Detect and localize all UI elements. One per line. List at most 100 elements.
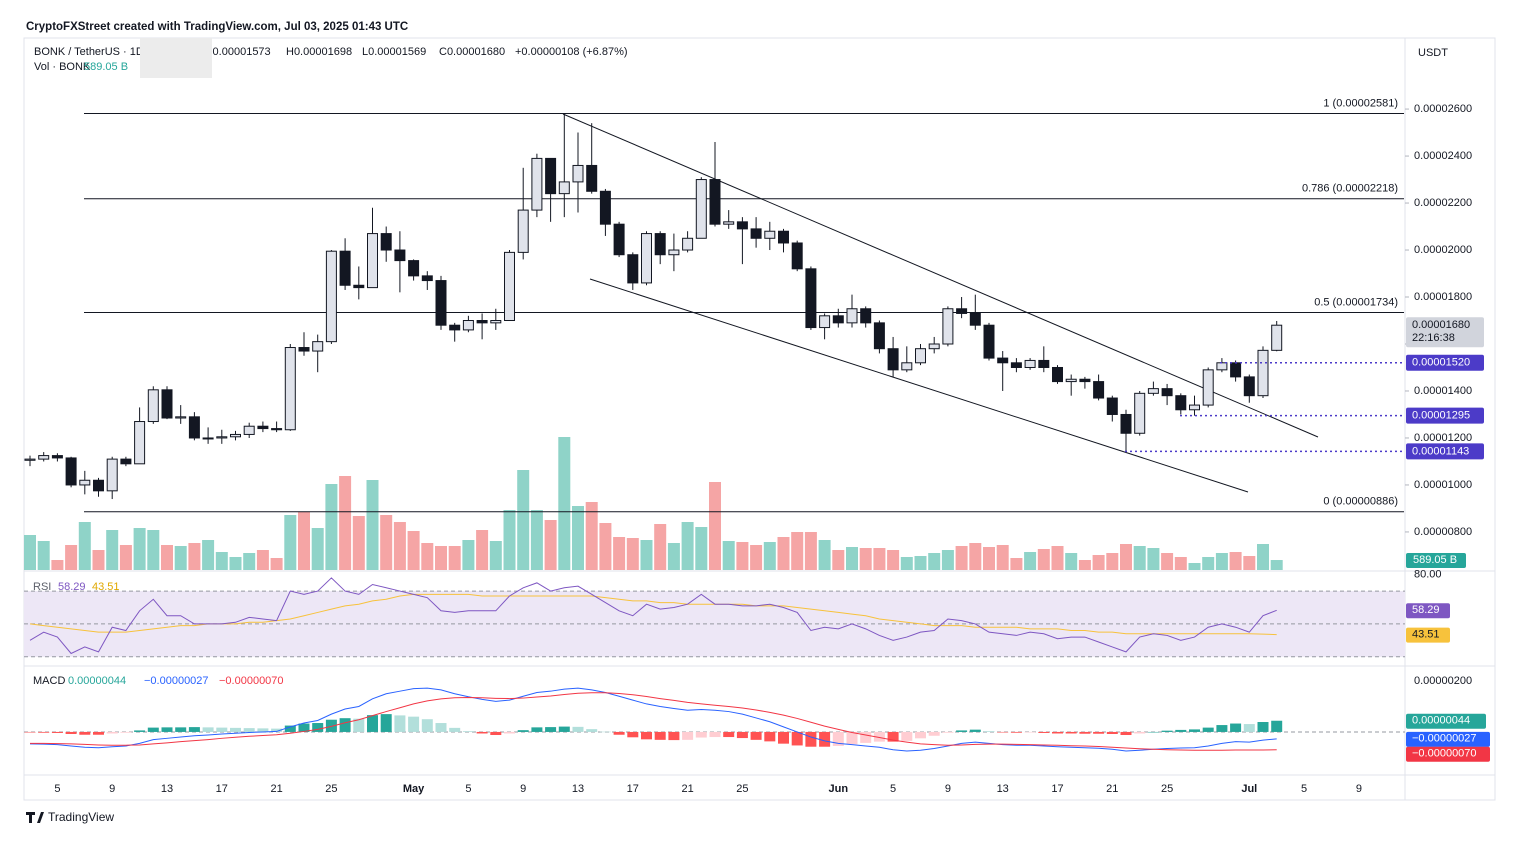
candle-body xyxy=(641,233,652,284)
macd-histogram-bar xyxy=(449,727,461,732)
countdown: 22:16:38 xyxy=(1412,332,1455,344)
last-price-tag xyxy=(1406,317,1484,348)
volume-bar xyxy=(92,550,105,570)
macd-histogram-bar xyxy=(778,731,789,744)
y-tick-label: 0.00001800 xyxy=(1414,291,1472,303)
volume-bar xyxy=(298,512,310,570)
candle-body xyxy=(819,315,831,329)
y-tick-label: 0.00002400 xyxy=(1414,150,1472,162)
macd-histogram-bar xyxy=(504,731,515,734)
candle-body xyxy=(353,284,365,289)
volume-bar xyxy=(873,548,886,570)
volume-tag-label: 589.05 B xyxy=(1413,554,1457,566)
candle-body xyxy=(1134,392,1146,434)
rsi-legend-value: 58.29 xyxy=(58,581,86,593)
macd-histogram-bar xyxy=(997,731,1009,733)
macd-histogram-bar xyxy=(271,728,283,732)
volume-bar xyxy=(119,545,132,570)
volume-bar xyxy=(667,543,680,570)
candle-body xyxy=(51,455,63,459)
candle-body xyxy=(230,433,241,438)
candle-body xyxy=(545,157,557,195)
volume-bar xyxy=(1024,552,1037,570)
x-tick-label: 17 xyxy=(216,783,228,795)
x-tick-label: 25 xyxy=(1161,783,1173,795)
candle-body xyxy=(257,425,269,430)
volume-bar xyxy=(599,523,612,570)
macd-histogram-bar xyxy=(791,731,803,746)
macd-histogram-bar xyxy=(750,731,762,740)
macd-histogram-bar xyxy=(1038,731,1050,733)
candle-body xyxy=(1243,376,1255,397)
indicator-tag xyxy=(1406,746,1490,762)
macd-histogram-bar xyxy=(1106,731,1118,734)
indicator-tag xyxy=(1406,603,1450,619)
macd-histogram-bar xyxy=(1120,731,1132,736)
x-tick-label: 13 xyxy=(997,783,1009,795)
volume-bar xyxy=(1215,553,1228,570)
macd-histogram-bar xyxy=(1243,724,1255,732)
candle-body xyxy=(1230,362,1242,378)
x-tick-label: 17 xyxy=(1051,783,1063,795)
volume-bar xyxy=(941,550,954,570)
candle-body xyxy=(284,347,296,431)
candle-body xyxy=(832,315,844,324)
candle-body xyxy=(1093,381,1105,399)
candle-body xyxy=(572,164,584,183)
volume-layer xyxy=(24,437,1283,570)
candle-body xyxy=(38,455,50,460)
candle-body xyxy=(860,308,872,324)
volume-bar xyxy=(1147,548,1160,570)
volume-tag xyxy=(1406,553,1466,569)
price-tag-label: 0.00001520 xyxy=(1412,357,1470,369)
volume-bar xyxy=(1243,556,1256,570)
x-tick-label: 9 xyxy=(520,783,526,795)
candle-body xyxy=(175,416,187,419)
macd-histogram-bar xyxy=(243,728,255,732)
macd-histogram-bar xyxy=(723,731,735,738)
x-tick-label: 5 xyxy=(890,783,896,795)
ohlc-open: O0.00001573 xyxy=(204,46,271,58)
candle-body xyxy=(627,254,639,284)
volume-bar xyxy=(243,553,256,570)
fib-label: 1 (0.00002581) xyxy=(1323,97,1398,109)
volume-bar xyxy=(1078,560,1091,570)
macd-histogram-bar xyxy=(24,731,36,733)
macd-histogram-bar xyxy=(339,718,351,732)
x-tick-label: 5 xyxy=(54,783,60,795)
volume-bar xyxy=(393,522,406,570)
macd-histogram-bar xyxy=(284,725,296,732)
volume-bar xyxy=(722,541,735,570)
macd-histogram-bar xyxy=(846,731,858,745)
frame xyxy=(23,37,1496,801)
volume-bar xyxy=(380,515,393,570)
candle-body xyxy=(298,347,310,352)
volume-bar xyxy=(900,557,913,570)
volume-bar xyxy=(736,542,749,570)
volume-bar xyxy=(65,545,78,570)
fib-layer: 1 (0.00002581) 0.786 (0.00002218) 0.5 (0.0… xyxy=(84,97,1404,513)
x-tick-label: 9 xyxy=(945,783,951,795)
volume-bar xyxy=(983,547,995,570)
macd-histogram-bar xyxy=(668,731,680,741)
macd-histogram-bar xyxy=(1093,731,1105,734)
macd-histogram-bar xyxy=(490,731,502,736)
candle-body xyxy=(750,228,762,239)
macd-histogram-bar xyxy=(421,719,433,732)
macd-line xyxy=(30,692,1277,751)
volume-bar xyxy=(996,545,1009,570)
candle-body xyxy=(956,308,968,314)
volume-bar xyxy=(681,522,694,570)
volume-bar xyxy=(270,558,283,570)
fib-label: 0.5 (0.00001734) xyxy=(1314,296,1398,308)
y-tick-label: 0.00000800 xyxy=(1414,526,1472,538)
candle-body xyxy=(1257,349,1269,397)
macd-histogram-bar xyxy=(147,727,159,732)
signal-legend-value: −0.00000070 xyxy=(219,675,284,687)
x-tick-label: Jul xyxy=(1241,783,1257,795)
candle-body xyxy=(1216,362,1228,371)
candle-body xyxy=(695,179,707,239)
candle-body xyxy=(449,324,461,331)
candle-body xyxy=(1189,404,1200,411)
candle-body xyxy=(408,260,420,277)
